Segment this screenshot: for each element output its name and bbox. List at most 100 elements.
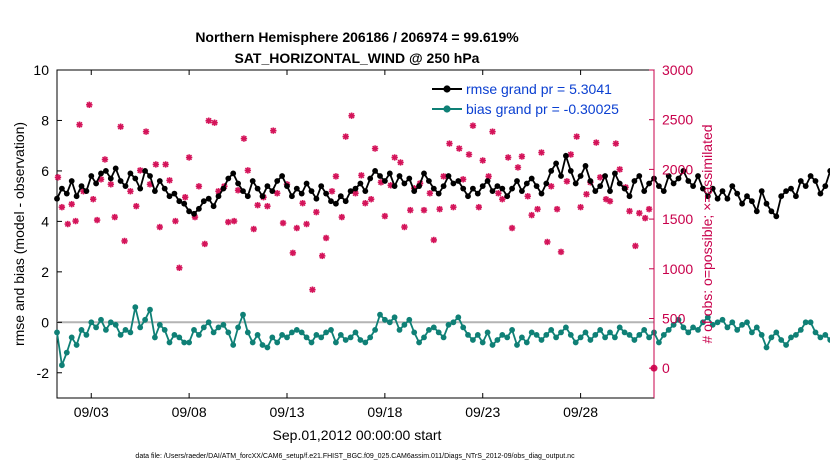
rmse-point [347,188,354,195]
bias-point [205,319,212,326]
obs-assimilated-marker [616,166,623,173]
bias-point [127,329,134,336]
bias-point [744,319,750,326]
obs-assimilated-marker [645,205,653,213]
rmse-point [225,175,232,182]
bias-point [822,332,829,338]
obs-assimilated-marker [499,196,506,203]
bias-point [200,324,207,331]
rmse-point [205,195,212,202]
bias-point [63,349,70,356]
bias-point [249,339,256,346]
rmse-point [313,195,320,202]
rmse-point [284,183,290,190]
bias-point [372,327,378,333]
rmse-point [318,183,325,190]
bias-point [406,316,413,323]
bias-point [88,319,95,326]
bias-point [303,334,310,341]
bias-point [426,327,432,333]
obs-assimilated-marker [489,128,496,135]
rmse-point [582,163,589,169]
rmse-point [656,183,662,190]
rmse-point [171,190,178,197]
obs-assimilated-marker [240,135,248,142]
bias-point [641,327,648,333]
obs-assimilated-marker [244,167,252,174]
rmse-point [465,193,471,200]
rmse-point [665,173,672,179]
obs-assimilated-marker [230,217,238,225]
bias-point [724,324,731,331]
bias-point [377,311,383,318]
bias-point [504,334,511,341]
rmse-point [200,198,207,205]
bias-point [577,334,584,341]
rmse-point [122,183,129,190]
bias-point [171,332,178,338]
right-tick-label: 1000 [662,261,693,277]
bias-point [362,339,369,346]
obs-assimilated-marker [348,112,355,119]
rmse-point [127,170,134,177]
obs-assimilated-marker [557,248,565,256]
x-tick-label: 09/03 [74,404,109,420]
bias-point [396,327,403,333]
right-tick-label: 2000 [662,161,693,177]
rmse-point [63,190,70,197]
bias-point [484,329,491,336]
y-tick-label: 4 [41,213,49,229]
rmse-point [98,170,104,177]
obs-assimilated-marker [176,264,183,271]
y-tick-label: -2 [37,365,50,381]
bias-point [749,329,755,336]
bias-point [553,334,559,341]
rmse-point [215,193,222,200]
bias-point [626,332,633,338]
rmse-point [411,188,418,195]
obs-assimilated-marker [313,208,320,216]
bias-point [342,337,349,343]
rmse-point [817,190,824,197]
rmse-point [695,173,701,179]
rmse-point [196,205,202,212]
rmse-point [269,188,276,195]
bias-point [607,329,613,336]
x-axis-ticks: 09/03 09/08 09/13 09/18 09/23 09/28 [74,70,598,420]
obs-assimilated-marker [299,199,306,207]
rmse-point [396,173,403,179]
bias-point [768,334,775,341]
rmse-point [514,178,520,184]
x-axis-label: Sep.01,2012 00:00:00 start [273,427,442,443]
bias-point [137,324,144,331]
rmse-point [470,185,476,192]
obs-assimilated-marker [250,225,257,233]
rmse-point [440,183,447,190]
bias-point [210,329,217,336]
bias-point [793,332,799,338]
rmse-point [107,175,114,182]
bias-point [191,327,197,333]
bias-point [572,339,579,346]
y-axis-label: rmse and bias (model - observation) [11,122,27,346]
bias-point [680,324,687,331]
bias-point [240,311,246,318]
bias-point [391,314,398,321]
obs-assimilated-marker [430,236,437,244]
rmse-point [592,188,599,195]
bias-point [763,344,770,351]
obs-assimilated-marker [362,199,369,207]
bias-point [279,332,285,338]
bias-point [465,332,471,338]
rmse-point [641,188,648,195]
rmse-point [88,173,95,179]
rmse-point [749,198,755,205]
y-axis-ticks: -2 0 2 4 6 8 10 [33,62,62,381]
obs-assimilated-marker [322,234,330,242]
rmse-point [822,183,829,190]
rmse-point [567,168,574,174]
obs-assimilated-marker [195,183,203,190]
rmse-point [729,183,736,190]
bias-point [318,334,325,341]
bias-point [709,321,716,328]
